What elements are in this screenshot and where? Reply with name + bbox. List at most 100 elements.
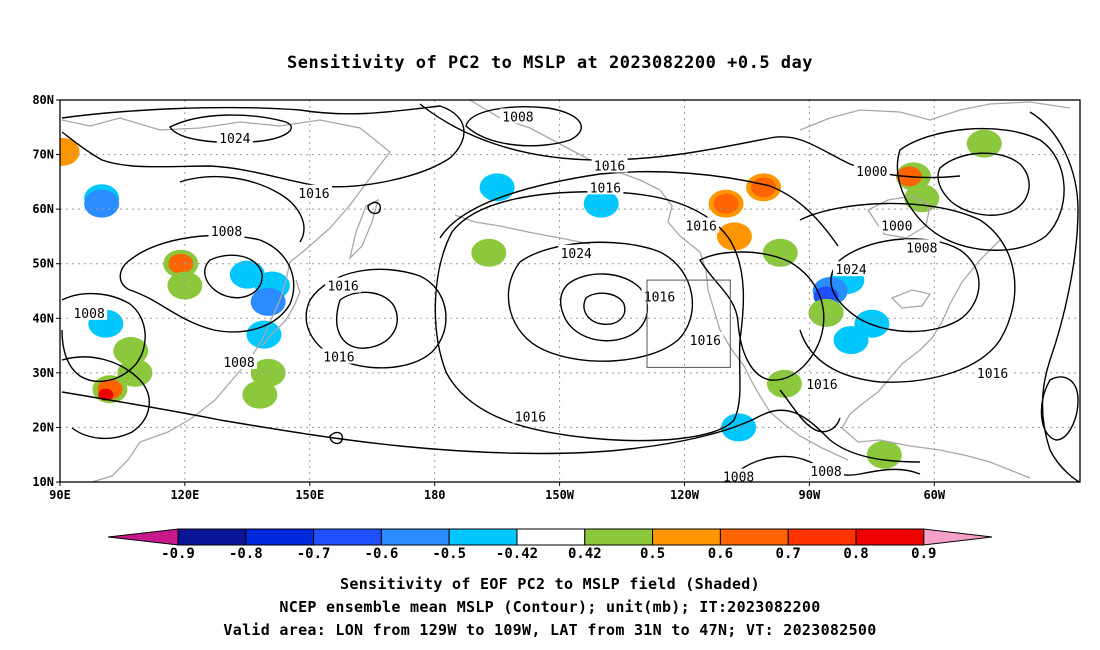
- coastline-alaska: [469, 100, 701, 253]
- sensitivity-shade-blob: [84, 189, 120, 218]
- contour-label-text: 1008: [502, 110, 533, 125]
- contour-label-text: 1008: [723, 471, 754, 486]
- contour-small-kamchatka: [367, 201, 382, 215]
- colorbar-segment: [855, 528, 925, 546]
- sensitivity-shade-blob: [167, 271, 203, 300]
- contour-1016-north-america: [699, 251, 825, 381]
- map-frame: [59, 99, 1081, 483]
- lon-tick-label: 90W: [799, 488, 821, 502]
- colorbar-segment: [448, 528, 518, 546]
- lon-tick-label: 150E: [295, 488, 324, 502]
- contour-label: 1008: [208, 222, 245, 240]
- contour-label-text: 1000: [881, 220, 912, 235]
- contour-label: 1008: [499, 108, 536, 125]
- contour-label: 1016: [587, 179, 624, 196]
- contour-label-text: 1008: [211, 225, 242, 240]
- colorbar-segment: [313, 528, 382, 546]
- contour-label-background: [71, 304, 108, 320]
- contour-1016-inner: [336, 291, 398, 349]
- colorbar-segment: [652, 528, 721, 546]
- contour-label-background: [216, 130, 253, 146]
- contour-label-text: 1016: [298, 187, 329, 202]
- contour-label: 1008: [71, 304, 108, 322]
- contour-1008-inner: [204, 254, 263, 299]
- sensitivity-shade-blob: [229, 260, 265, 289]
- contour-label-background: [320, 348, 357, 364]
- contour-label-background: [512, 408, 549, 424]
- contour-1008-labrador: [896, 127, 1065, 251]
- contour-label-text: 1016: [594, 159, 625, 174]
- lon-tick-label: 60W: [923, 488, 945, 502]
- colorbar-level-label: 0.5: [640, 546, 665, 562]
- valid-area-box: [646, 279, 731, 368]
- contour-1016-atlantic: [1029, 111, 1080, 482]
- sensitivity-shade-blob: [713, 193, 739, 214]
- contour-label-text: 1008: [810, 465, 841, 480]
- contour-1008-india: [61, 356, 150, 440]
- sensitivity-shade-blob: [854, 309, 890, 338]
- contour-label-text: 1016: [977, 367, 1008, 382]
- contour-label-background: [325, 277, 362, 293]
- contour-label-background: [683, 217, 720, 233]
- contour-label: 1016: [295, 184, 332, 202]
- lat-tick-label: 30N: [32, 366, 54, 380]
- coastline-hudson-bay: [867, 195, 931, 239]
- contour-label-background: [808, 463, 845, 479]
- lon-tick-label: 150W: [545, 488, 575, 502]
- sensitivity-shade-blob: [716, 222, 752, 251]
- lat-tick-label: 70N: [32, 148, 54, 162]
- lat-tick-label: 80N: [32, 93, 54, 107]
- contour-label-background: [853, 162, 890, 178]
- sensitivity-shade-blob: [250, 358, 286, 387]
- colorbar-level-label: 0.8: [843, 546, 868, 562]
- colorbar-segment: [584, 528, 654, 546]
- contour-label-background: [903, 239, 940, 255]
- sensitivity-shade-blob: [479, 173, 515, 202]
- lon-tick-label: 90E: [49, 488, 71, 502]
- sensitivity-shade-blob: [866, 440, 902, 469]
- sensitivity-shade-blob: [250, 287, 286, 316]
- contour-label-text: 1024: [561, 247, 592, 262]
- colorbar-segment: [719, 528, 789, 546]
- colorbar-level-label: 0.42: [568, 546, 602, 562]
- contour-1008-arctic-low: [465, 106, 582, 147]
- coastline-gulf-caribbean: [841, 427, 1031, 479]
- sensitivity-shade-blob: [762, 238, 798, 267]
- sensitivity-shade-blob: [242, 380, 278, 409]
- coastline-layer: [61, 100, 1071, 482]
- sensitivity-shade-blob: [60, 137, 80, 166]
- lon-tick-label: 120E: [170, 488, 199, 502]
- sensitivity-shade-blob: [471, 238, 507, 267]
- lat-tick-label: 40N: [32, 311, 54, 325]
- lat-tick-label: 20N: [32, 420, 54, 434]
- map-background: [60, 100, 1080, 482]
- contour-label: 1024: [833, 261, 870, 278]
- contour-label-background: [558, 244, 595, 260]
- contour-1016-atlantic-inner: [1040, 376, 1079, 441]
- colorbar-level-label: -0.7: [297, 546, 331, 562]
- sensitivity-shade-blob: [966, 129, 1002, 158]
- contour-1024-pacific-high: [507, 241, 693, 362]
- sensitivity-shade-blob: [583, 189, 619, 218]
- contour-label-text: 1016: [590, 181, 621, 196]
- contour-label-background: [974, 364, 1011, 380]
- lat-tick-labels: 80N 70N 60N 50N 40N 30N 20N 10N: [32, 93, 60, 489]
- coastline-north-america-west: [699, 251, 849, 461]
- colorbar-level-label: -0.42: [496, 546, 538, 562]
- contour-label: 1016: [687, 332, 724, 349]
- lat-tick-label: 10N: [32, 475, 54, 489]
- contour-label-background: [208, 222, 245, 238]
- colorbar-segment: [516, 528, 586, 546]
- sensitivity-shade-blob: [98, 388, 114, 401]
- contour-label-text: 1016: [690, 334, 721, 349]
- contour-label-background: [295, 184, 332, 200]
- contour-label-text: 1008: [223, 356, 254, 371]
- colorbar-segment: [245, 528, 315, 546]
- colorbar-level-label: -0.9: [161, 546, 195, 562]
- footer-line-2: NCEP ensemble mean MSLP (Contour); unit(…: [279, 598, 820, 616]
- footer-line-3: Valid area: LON from 129W to 109W, LAT f…: [223, 621, 876, 639]
- contour-label-background: [499, 108, 536, 124]
- lon-tick-label: 180: [424, 488, 446, 502]
- contour-label-text: 1016: [644, 290, 675, 305]
